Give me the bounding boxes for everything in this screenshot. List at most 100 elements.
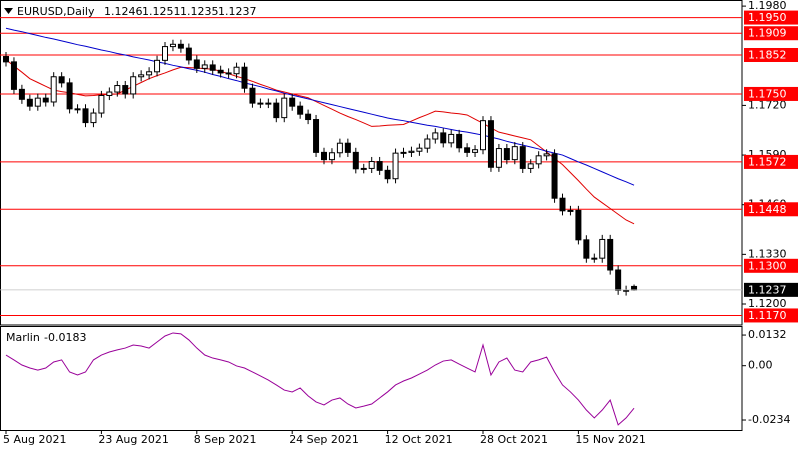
candle-body [344, 142, 351, 153]
candle-body [281, 97, 288, 119]
candle-body [352, 151, 359, 170]
last-price-box [744, 282, 798, 297]
main-panel-frame [0, 0, 743, 326]
candle-body [376, 161, 383, 171]
x-tick-label: 23 Aug 2021 [98, 433, 168, 446]
candle-body [225, 72, 232, 75]
candle-body [114, 85, 121, 93]
y-tick-label: 1.1720 [748, 98, 787, 111]
candle-body [154, 59, 161, 73]
x-tick-label: 12 Oct 2021 [385, 433, 453, 446]
level-label: 1.1909 [748, 27, 787, 40]
candle-body [551, 153, 558, 199]
candle-body [448, 133, 455, 144]
level-label-box [744, 308, 798, 323]
candle-body [10, 61, 17, 90]
level-label-box [744, 86, 798, 101]
candle-body [241, 66, 248, 89]
candle-body [495, 148, 502, 168]
candle-body [472, 149, 479, 153]
candle-body [464, 147, 471, 153]
candle-body [305, 113, 312, 121]
candle-body [193, 59, 200, 69]
candle-body [511, 146, 518, 161]
candle-body [583, 239, 590, 259]
candle-body [623, 289, 630, 292]
candle-body [368, 161, 375, 169]
candle-body [26, 98, 33, 107]
candle-body [122, 85, 129, 95]
candle-body [321, 151, 327, 161]
header-open: 1.1246 [104, 5, 143, 18]
candle-body [50, 76, 57, 103]
level-label: 1.1950 [748, 11, 787, 24]
candle-body [480, 120, 486, 151]
y-tick-label: 0.0132 [748, 328, 787, 341]
candle-body [424, 138, 431, 149]
level-label-box [744, 258, 798, 273]
y-tick-label: 1.1330 [748, 247, 787, 260]
candle-body [257, 102, 264, 105]
candle-body [336, 142, 343, 154]
candle-body [217, 69, 224, 74]
header-high: 1.1251 [142, 5, 181, 18]
candle-body [138, 74, 145, 78]
candle-body [146, 71, 153, 76]
oscillator-panel-frame [0, 326, 743, 431]
candle-body [3, 56, 9, 63]
candle-body [313, 119, 320, 153]
candle-body [408, 150, 415, 153]
candle-body [440, 132, 447, 144]
candle-body [328, 152, 335, 161]
candle-body [535, 155, 542, 165]
candle-body [615, 269, 622, 291]
y-tick-label: 1.1200 [748, 297, 787, 310]
candle-body [130, 76, 137, 95]
candle-body [58, 76, 65, 84]
oscillator-line [5, 332, 635, 426]
candle-body [162, 46, 168, 61]
candle-body [432, 132, 439, 140]
candle-body [599, 238, 606, 259]
candle-body [456, 133, 463, 149]
candle-body [82, 108, 89, 124]
candle-body [233, 66, 240, 75]
candle-body [607, 238, 614, 271]
candle-body [265, 102, 272, 105]
candle-body [575, 209, 582, 241]
candle-body [185, 47, 192, 61]
candle-body [527, 163, 534, 169]
x-tick-label: 5 Aug 2021 [3, 433, 66, 446]
candle-body [249, 87, 256, 104]
candle-body [360, 167, 367, 170]
candle-body [487, 120, 494, 168]
level-label: 1.1750 [748, 87, 787, 100]
level-label: 1.1300 [748, 259, 787, 272]
candle-body [201, 64, 208, 69]
oscillator-title: Marlin [6, 331, 40, 344]
candle-body [177, 43, 184, 49]
candle-body [392, 152, 399, 180]
candle-body [273, 102, 280, 119]
candle-body [34, 97, 41, 107]
level-label: 1.1170 [748, 309, 787, 322]
x-tick-label: 8 Sep 2021 [194, 433, 257, 446]
candle-body [169, 43, 176, 48]
level-label-box [744, 26, 798, 41]
candle-body [74, 108, 81, 111]
candle-body [591, 257, 598, 260]
candle-body [42, 97, 49, 103]
level-label-box [744, 154, 798, 169]
last-price-label: 1.1237 [748, 283, 787, 296]
candle-body [106, 91, 113, 96]
y-tick-label: -0.0234 [748, 413, 790, 426]
candle-body [98, 94, 105, 114]
chart-title: EURUSD,Daily [17, 5, 95, 18]
candle-body [519, 146, 526, 169]
panel-arrow [4, 8, 13, 14]
x-tick-label: 28 Oct 2021 [480, 433, 548, 446]
candle-body [503, 148, 510, 161]
